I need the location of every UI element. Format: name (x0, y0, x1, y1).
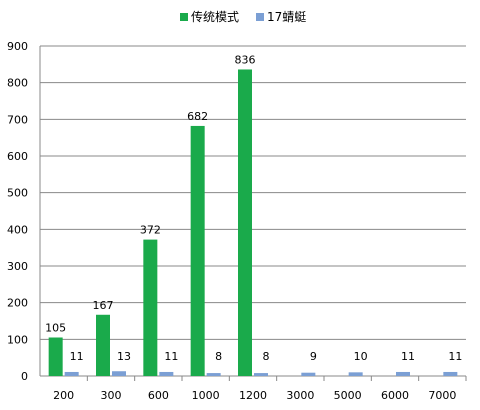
y-tick-label: 600 (7, 150, 28, 163)
x-tick-label: 3000 (286, 389, 314, 402)
legend-swatch (180, 13, 188, 21)
legend: 传统模式 17蜻蜓 (180, 9, 306, 24)
y-tick-label: 200 (7, 297, 28, 310)
x-tick-label: 7000 (428, 389, 456, 402)
y-tick-label: 800 (7, 77, 28, 90)
x-axis: 200 300 600 1000 1200 3000 5000 6000 7000 (40, 375, 467, 402)
data-label: 9 (310, 350, 317, 363)
bar-0-0 (48, 337, 63, 376)
bar-1-2 (159, 371, 174, 376)
data-label: 167 (93, 299, 114, 312)
data-label: 682 (187, 110, 208, 123)
data-label: 10 (354, 350, 368, 363)
data-label: 11 (401, 350, 415, 363)
y-tick-label: 100 (7, 333, 28, 346)
x-tick-label: 1000 (192, 389, 220, 402)
legend-swatch (256, 13, 264, 21)
x-tick-label: 5000 (334, 389, 362, 402)
legend-label: 17蜻蜓 (267, 10, 306, 24)
bars (48, 69, 458, 376)
bar-1-4 (254, 373, 268, 376)
data-label: 13 (117, 350, 131, 363)
data-label: 105 (45, 322, 66, 335)
bar-0-1 (96, 314, 110, 376)
bar-1-5 (301, 372, 316, 376)
y-tick-label: 700 (7, 113, 28, 126)
y-tick-label: 300 (7, 260, 28, 273)
bar-0-4 (238, 69, 252, 376)
x-tick-label: 600 (148, 389, 169, 402)
bar-1-8 (443, 371, 458, 376)
bar-1-6 (348, 372, 363, 376)
data-label: 8 (263, 350, 270, 363)
x-tick-label: 6000 (381, 389, 409, 402)
bar-1-0 (64, 371, 79, 376)
bar-0-2 (143, 239, 158, 376)
y-tick-label: 0 (21, 370, 28, 383)
y-tick-label: 900 (7, 40, 28, 53)
bar-1-7 (396, 371, 410, 376)
y-tick-label: 500 (7, 187, 28, 200)
x-tick-label: 1200 (239, 389, 267, 402)
y-tick-label: 400 (7, 223, 28, 236)
y-axis: 0 100 200 300 400 500 600 700 800 900 (7, 40, 41, 383)
legend-label: 传统模式 (191, 9, 239, 24)
bar-1-1 (112, 371, 126, 376)
x-tick-label: 300 (101, 389, 122, 402)
data-label: 8 (215, 350, 222, 363)
bar-0-3 (190, 125, 205, 376)
data-label: 836 (235, 53, 256, 66)
data-labels: 105 167 372 682 836 11 13 11 8 8 9 10 11 11 (45, 53, 462, 363)
bar-1-3 (206, 373, 221, 376)
data-label: 11 (448, 350, 462, 363)
data-label: 11 (164, 350, 178, 363)
gridlines (40, 45, 466, 340)
x-tick-label: 200 (53, 389, 74, 402)
data-label: 11 (70, 350, 84, 363)
data-label: 372 (140, 224, 161, 237)
